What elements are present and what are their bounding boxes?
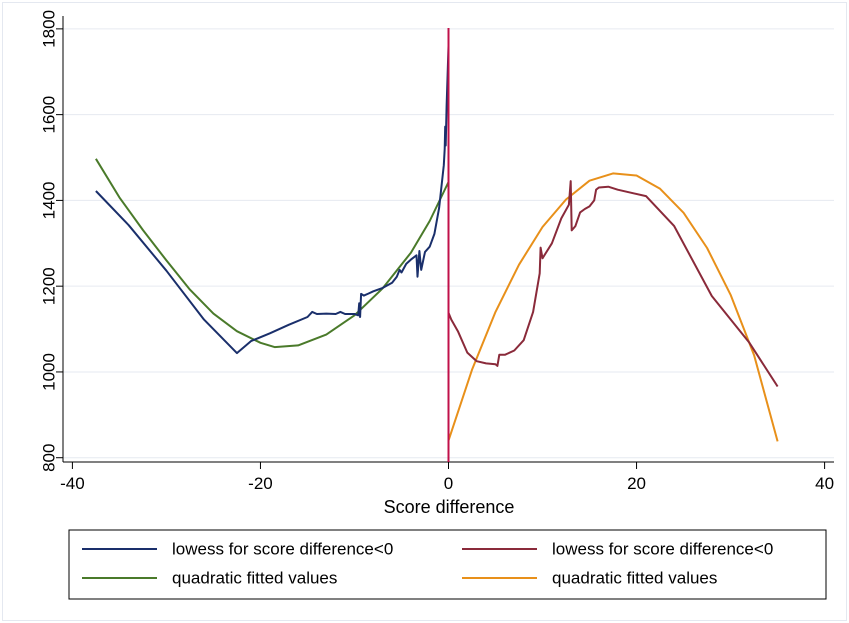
series-line xyxy=(95,45,450,355)
y-axis: 800 1000 1200 1400 1600 1800 xyxy=(40,10,63,472)
legend-label: lowess for score difference<0 xyxy=(552,540,773,559)
x-tick-label: 0 xyxy=(444,474,453,493)
x-axis: -40 -20 0 20 40 xyxy=(60,462,834,493)
y-tick-label: 1600 xyxy=(40,96,59,134)
legend: lowess for score difference<0 quadratic f… xyxy=(68,529,827,600)
series-line xyxy=(447,180,779,388)
series-layer xyxy=(95,45,779,442)
x-tick-label: -20 xyxy=(248,474,273,493)
y-tick-label: 1400 xyxy=(40,181,59,219)
x-tick-label: 40 xyxy=(815,474,834,493)
y-tick-label: 1000 xyxy=(40,353,59,391)
y-tick-label: 1200 xyxy=(40,267,59,305)
y-tick-label: 1800 xyxy=(40,10,59,48)
legend-box xyxy=(68,529,827,600)
y-tick-label: 800 xyxy=(40,444,59,472)
legend-label: quadratic fitted values xyxy=(552,569,717,588)
series-line xyxy=(447,172,779,442)
legend-label: quadratic fitted values xyxy=(172,569,337,588)
legend-label: lowess for score difference<0 xyxy=(172,540,393,559)
x-tick-label: 20 xyxy=(627,474,646,493)
x-axis-title: Score difference xyxy=(384,497,515,517)
series-line xyxy=(95,158,450,349)
x-tick-label: -40 xyxy=(60,474,85,493)
